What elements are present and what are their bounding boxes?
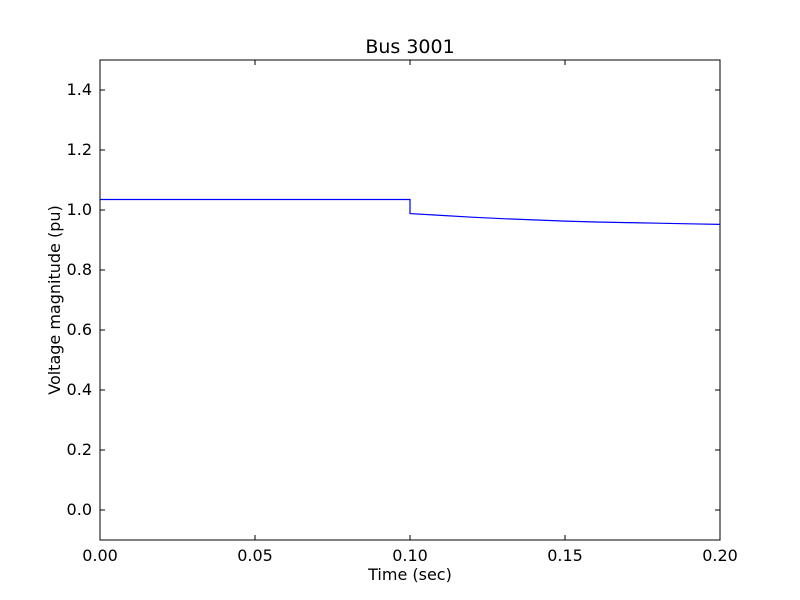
x-tick-label: 0.10	[392, 546, 428, 565]
x-tick-label: 0.05	[237, 546, 273, 565]
x-axis-label: Time (sec)	[367, 565, 452, 584]
axis-ticks: 0.00 0.05 0.10 0.15 0.20 0.0 0.2 0.4 0.6 0.8 1.0 1.…	[67, 60, 738, 565]
y-tick-label: 0.6	[67, 320, 92, 339]
plot-area	[100, 198, 721, 225]
y-tick-label: 1.0	[67, 200, 92, 219]
y-tick-label: 1.4	[67, 80, 92, 99]
y-axis-label: Voltage magnitude (pu)	[45, 205, 64, 395]
x-tick-label: 0.15	[547, 546, 583, 565]
y-tick-label: 0.8	[67, 260, 92, 279]
y-tick-label: 1.2	[67, 140, 92, 159]
y-tick-label: 0.2	[67, 440, 92, 459]
x-tick-label: 0.00	[82, 546, 118, 565]
x-tick-label: 0.20	[702, 546, 738, 565]
y-tick-label: 0.0	[67, 500, 92, 519]
series-line-0	[100, 198, 721, 225]
y-tick-label: 0.4	[67, 380, 92, 399]
chart-title: Bus 3001	[365, 36, 454, 58]
